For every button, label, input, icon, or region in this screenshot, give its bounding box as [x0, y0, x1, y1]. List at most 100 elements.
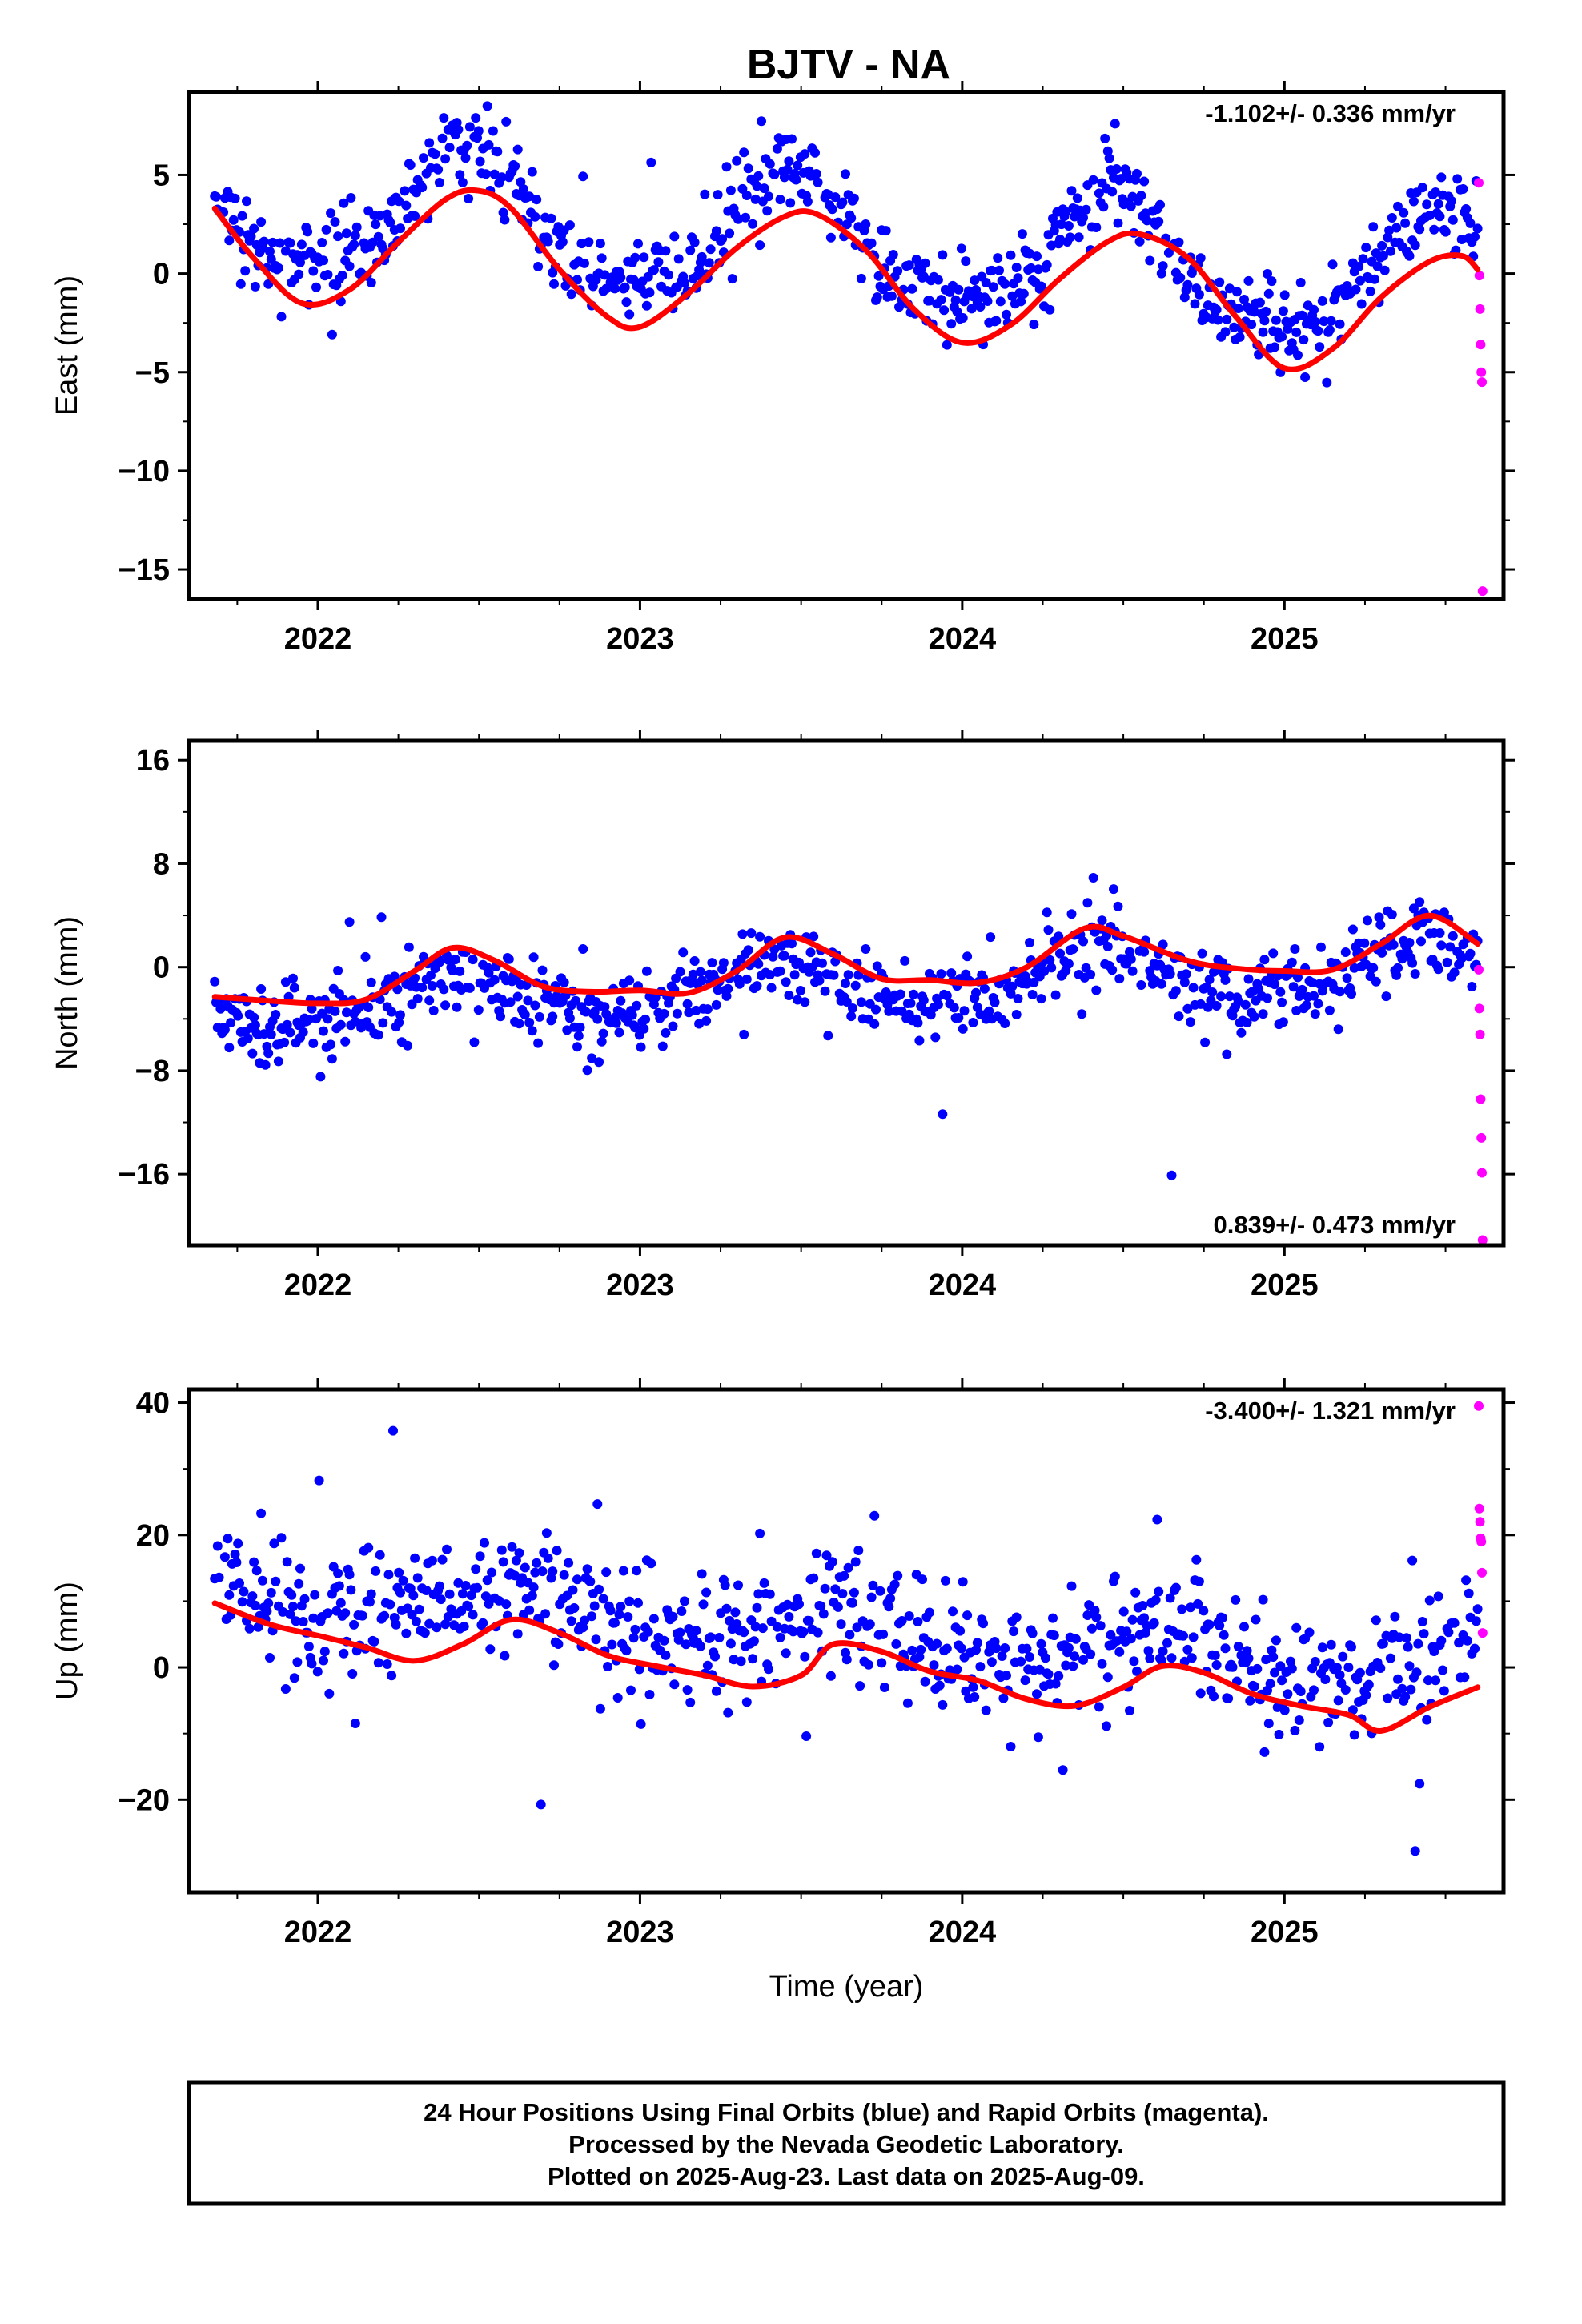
- final-orbits-point: [639, 252, 649, 263]
- final-orbits-point: [1252, 1663, 1263, 1674]
- final-orbits-point: [444, 1589, 455, 1599]
- final-orbits-point: [1111, 164, 1122, 174]
- final-orbits-point: [813, 177, 823, 187]
- final-orbits-point: [630, 1624, 640, 1634]
- final-orbits-point: [868, 1580, 878, 1590]
- final-orbits-point: [339, 1648, 349, 1659]
- final-orbits-point: [512, 991, 523, 1002]
- final-orbits-point: [468, 955, 478, 965]
- y-tick-label: 16: [136, 744, 170, 778]
- final-orbits-point: [371, 219, 381, 230]
- final-orbits-point: [1233, 1642, 1243, 1651]
- final-orbits-point: [269, 1538, 279, 1549]
- final-orbits-point: [1200, 1037, 1211, 1047]
- final-orbits-point: [1086, 969, 1096, 979]
- y-tick-label: 20: [136, 1519, 170, 1553]
- final-orbits-point: [1363, 1679, 1374, 1690]
- final-orbits-point: [1385, 1653, 1395, 1663]
- final-orbits-point: [611, 1018, 621, 1028]
- final-orbits-point: [578, 1622, 588, 1633]
- final-orbits-point: [805, 947, 816, 958]
- final-orbits-point: [1347, 1705, 1358, 1715]
- final-orbits-point: [1181, 969, 1191, 979]
- final-orbits-point: [455, 170, 465, 180]
- rapid-orbits-point: [1477, 377, 1487, 388]
- final-orbits-point: [677, 1606, 687, 1616]
- final-orbits-point: [1295, 1687, 1306, 1696]
- final-orbits-point: [1170, 1582, 1181, 1593]
- final-orbits-point: [303, 227, 313, 237]
- final-orbits-point: [347, 1669, 358, 1679]
- x-tick-label: 2022: [284, 1269, 352, 1302]
- final-orbits-point: [739, 1029, 749, 1039]
- y-tick-label: 8: [153, 847, 170, 881]
- final-orbits-point: [1179, 292, 1190, 303]
- final-orbits-point: [1407, 958, 1418, 968]
- final-orbits-point: [1032, 251, 1042, 262]
- final-orbits-point: [533, 1038, 544, 1048]
- final-orbits-point: [821, 1550, 832, 1561]
- final-orbits-point: [621, 297, 632, 308]
- final-orbits-point: [779, 172, 789, 183]
- final-orbits-point: [289, 983, 299, 993]
- final-orbits-point: [1197, 948, 1207, 959]
- final-orbits-point: [256, 217, 267, 227]
- final-orbits-point: [1368, 963, 1379, 973]
- final-orbits-point: [958, 1023, 968, 1034]
- final-orbits-point: [319, 1647, 330, 1657]
- final-orbits-point: [1299, 335, 1309, 345]
- final-orbits-point: [930, 1032, 941, 1043]
- final-orbits-point: [520, 1562, 530, 1573]
- velocity-rate-label: -1.102+/- 0.336 mm/yr: [1205, 99, 1456, 127]
- final-orbits-point: [1125, 947, 1134, 957]
- final-orbits-point: [1016, 296, 1026, 307]
- x-tick-label: 2025: [1251, 1916, 1319, 1949]
- final-orbits-point: [594, 1057, 604, 1068]
- final-orbits-point: [1331, 1663, 1342, 1673]
- final-orbits-point: [468, 1610, 478, 1620]
- final-orbits-point: [1220, 327, 1231, 337]
- final-orbits-point: [605, 1606, 616, 1616]
- final-orbits-point: [736, 1656, 746, 1667]
- final-orbits-point: [648, 1614, 659, 1624]
- final-orbits-point: [1213, 315, 1223, 325]
- final-orbits-point: [1267, 276, 1277, 287]
- final-orbits-point: [298, 1617, 308, 1626]
- final-orbits-point: [1278, 1017, 1288, 1027]
- final-orbits-point: [640, 1014, 651, 1024]
- final-orbits-point: [948, 1606, 958, 1617]
- final-orbits-point: [1449, 1618, 1460, 1628]
- final-orbits-point: [607, 1639, 617, 1650]
- final-orbits-point: [936, 969, 946, 979]
- final-orbits-point: [482, 1575, 492, 1586]
- final-orbits-point: [823, 189, 833, 199]
- final-orbits-point: [1178, 1630, 1188, 1641]
- final-orbits-point: [363, 1542, 374, 1553]
- final-orbits-point: [825, 232, 836, 243]
- final-orbits-point: [1136, 980, 1146, 990]
- final-orbits-point: [224, 235, 235, 246]
- final-orbits-point: [337, 271, 347, 280]
- final-orbits-point: [601, 1009, 612, 1019]
- final-orbits-point: [907, 1645, 917, 1655]
- final-orbits-point: [997, 1651, 1007, 1661]
- final-orbits-point: [809, 931, 819, 942]
- final-orbits-point: [1082, 898, 1093, 908]
- final-orbits-point: [500, 1651, 510, 1661]
- final-orbits-point: [841, 979, 850, 988]
- final-orbits-point: [311, 282, 321, 292]
- final-orbits-point: [949, 1003, 959, 1013]
- final-orbits-point: [360, 951, 371, 962]
- up-panel: 40 20 0 −20 2022 2023 2024 2025 Up (mm) Time (yea…: [50, 1378, 1515, 2004]
- final-orbits-point: [1209, 1691, 1219, 1702]
- final-orbits-point: [433, 164, 444, 175]
- final-orbits-point: [1322, 377, 1332, 388]
- final-orbits-point: [464, 122, 475, 132]
- final-orbits-point: [1452, 174, 1463, 184]
- final-orbits-point: [1222, 314, 1232, 324]
- final-orbits-point: [1397, 954, 1407, 964]
- velocity-rate-label: 0.839+/- 0.473 mm/yr: [1214, 1211, 1456, 1239]
- final-orbits-point: [920, 258, 930, 268]
- final-orbits-point: [326, 208, 336, 219]
- final-orbits-point: [288, 1602, 298, 1612]
